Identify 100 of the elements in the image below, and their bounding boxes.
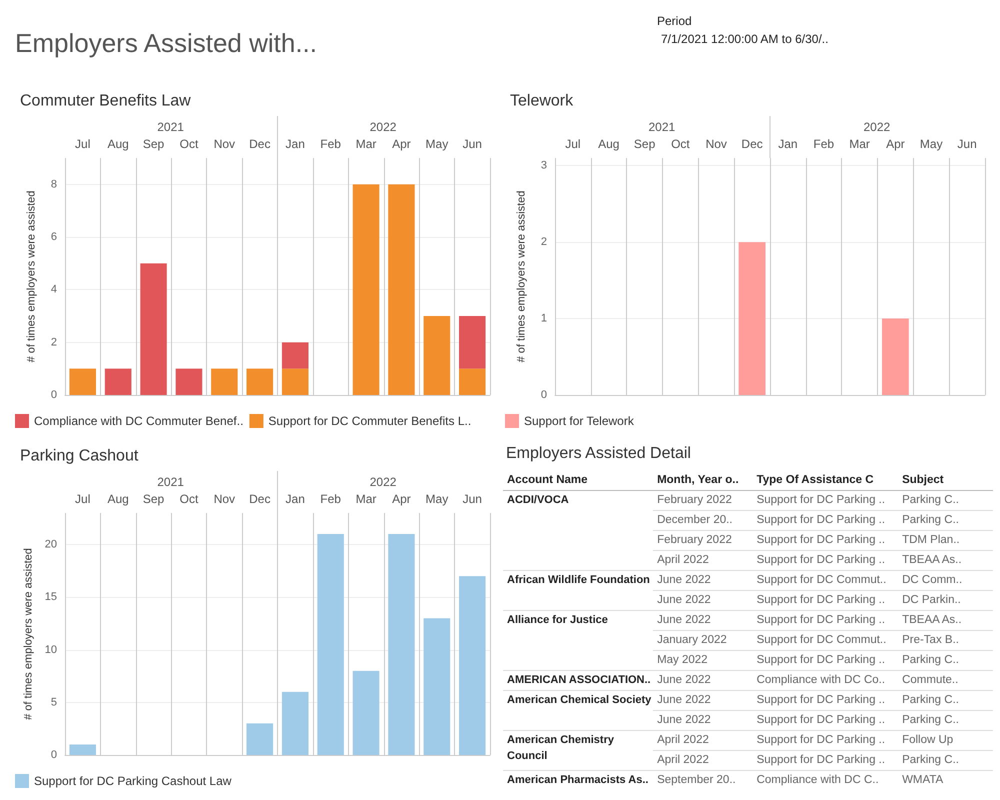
x-tick-label: Oct xyxy=(671,137,690,151)
text: December 20.. xyxy=(657,514,733,526)
x-tick-label: Jan xyxy=(286,137,305,151)
x-tick-label: Apr xyxy=(392,492,411,506)
y-tick-label: 10 xyxy=(44,644,57,656)
x-tick-label: Jul xyxy=(75,137,90,151)
text: 2021 xyxy=(648,120,676,134)
x-tick-label: Oct xyxy=(180,492,199,506)
y-tick-label: 1 xyxy=(540,312,547,325)
y-axis-title: # of times employers were assisted xyxy=(22,548,34,720)
text: Support for DC Parking .. xyxy=(756,534,886,546)
x-tick-label: Dec xyxy=(249,137,270,151)
text: Support for DC Parking .. xyxy=(756,654,886,666)
x-tick-label: Aug xyxy=(107,492,129,506)
text: February 2022 xyxy=(657,534,732,546)
bar xyxy=(282,342,308,369)
bar xyxy=(282,692,308,755)
text: June 2022 xyxy=(657,594,711,606)
x-tick-label: Sep xyxy=(634,137,656,151)
bar xyxy=(352,184,380,395)
text: 2022 xyxy=(370,475,397,489)
text: Employers Assisted Detail xyxy=(506,445,692,463)
bar xyxy=(176,368,202,395)
text: TBEAA As.. xyxy=(902,614,962,626)
bar xyxy=(388,184,415,395)
x-tick-label: Jan xyxy=(286,492,305,506)
x-tick-label: Jul xyxy=(565,137,581,151)
bar xyxy=(459,316,486,369)
text: June 2022 xyxy=(657,714,711,726)
text: Support for DC Parking .. xyxy=(756,554,886,566)
x-tick-label: Feb xyxy=(813,137,834,151)
x-tick-label: Sep xyxy=(142,492,165,506)
text: Commute.. xyxy=(902,674,958,686)
text: Support for DC Commut.. xyxy=(756,574,886,586)
text: Support for DC Parking .. xyxy=(756,714,886,726)
text: Parking C.. xyxy=(902,714,959,726)
text: DC Comm.. xyxy=(902,574,962,586)
bar xyxy=(317,534,344,755)
text: TBEAA As.. xyxy=(902,554,962,566)
text: April 2022 xyxy=(657,554,709,566)
bar xyxy=(282,368,308,395)
x-tick-label: Dec xyxy=(249,492,270,506)
x-tick-label: Nov xyxy=(706,137,727,151)
text: 2022 xyxy=(864,120,891,134)
y-tick-label: 2 xyxy=(540,236,547,248)
x-tick-label: Mar xyxy=(356,137,376,151)
bar xyxy=(104,368,132,395)
y-tick-label: 15 xyxy=(44,591,57,604)
text: Compliance with DC Co.. xyxy=(756,674,886,686)
y-tick-label: 0 xyxy=(50,389,57,401)
text: Support for DC Commut.. xyxy=(756,634,886,646)
text: American Pharmacists As.. xyxy=(507,774,648,786)
y-tick-label: 6 xyxy=(50,231,57,243)
text: Support for DC Parking .. xyxy=(756,754,886,766)
text: 7/1/2021 12:00:00 AM to 6/30/.. xyxy=(661,32,828,46)
text: Support for DC Parking .. xyxy=(756,614,886,626)
category-label: Type Of Assistance C xyxy=(752,471,898,490)
x-tick-label: Nov xyxy=(214,137,236,151)
bar xyxy=(140,263,167,395)
text: January 2022 xyxy=(657,634,727,646)
y-tick-label: 5 xyxy=(50,696,57,708)
x-tick-label: Feb xyxy=(320,137,342,151)
bar xyxy=(246,368,274,395)
bar xyxy=(424,316,450,395)
bar xyxy=(69,368,96,395)
text: ACDI/VOCA xyxy=(507,494,569,506)
text: Support for DC Parking .. xyxy=(756,494,886,506)
text: Alliance for Justice xyxy=(507,614,608,626)
text: Parking C.. xyxy=(902,694,959,706)
y-tick-label: 0 xyxy=(50,749,57,761)
text: Parking C.. xyxy=(902,514,959,526)
text: Period xyxy=(657,14,692,28)
y-tick-label: 4 xyxy=(50,284,57,296)
category-label: Account Name xyxy=(503,471,654,490)
text: May 2022 xyxy=(657,654,708,666)
x-tick-label: Nov xyxy=(214,492,236,506)
y-tick-label: 3 xyxy=(540,160,547,172)
x-tick-label: Aug xyxy=(598,137,620,151)
x-tick-label: Sep xyxy=(142,137,165,151)
category-label: Month, Year o.. xyxy=(653,471,753,490)
x-tick-label: Oct xyxy=(180,137,199,151)
text: June 2022 xyxy=(657,674,711,686)
chart-title: Telework xyxy=(510,92,574,110)
text: African Wildlife Foundation xyxy=(507,574,650,586)
x-tick-label: Mar xyxy=(849,137,870,151)
text: Compliance with DC C.. xyxy=(756,774,879,786)
text: Parking C.. xyxy=(902,754,959,766)
legend-label: Support for DC Commuter Benefits L.. xyxy=(268,414,472,428)
text: September 20.. xyxy=(657,774,736,786)
text: Parking C.. xyxy=(902,494,959,506)
x-tick-label: Jan xyxy=(778,137,798,151)
text: AMERICAN ASSOCIATION.. xyxy=(507,674,651,686)
x-tick-label: Jul xyxy=(75,492,90,506)
chart-title: Parking Cashout xyxy=(20,448,139,464)
text: 2021 xyxy=(157,120,184,134)
text: February 2022 xyxy=(657,494,732,506)
text: June 2022 xyxy=(657,574,711,586)
bar xyxy=(459,576,486,755)
bar xyxy=(352,670,380,755)
text: TDM Plan.. xyxy=(902,534,960,546)
